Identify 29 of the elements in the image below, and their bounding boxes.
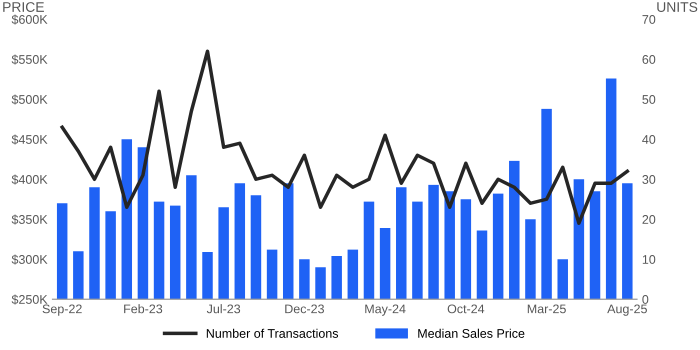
legend-label: Median Sales Price [418, 328, 524, 338]
y-tick-label: $300K [12, 254, 48, 265]
y-axis-title: PRICE [3, 2, 44, 12]
y2-axis-title: UNITS [657, 2, 698, 12]
x-tick-label: Sep-22 [42, 304, 82, 316]
line-series [60, 50, 630, 225]
y2-tick-label: 20 [642, 215, 656, 224]
y2-tick-label: 70 [642, 15, 656, 24]
x-tick-label: Feb-23 [124, 304, 162, 314]
x-tick-label: Oct-24 [448, 304, 484, 314]
x-tick-label: May-24 [365, 304, 406, 316]
y2-tick-label: 60 [642, 55, 656, 64]
legend-label: Number of Transactions [206, 328, 338, 338]
y2-tick-label: 0 [642, 295, 648, 304]
x-tick-label: Aug-25 [607, 304, 647, 316]
y-tick-label: $550K [12, 54, 48, 65]
y-tick-label: $250K [12, 294, 48, 305]
y2-tick-label: 30 [642, 175, 656, 184]
y-tick-label: $600K [12, 14, 48, 25]
y2-tick-label: 10 [642, 255, 656, 264]
y-tick-label: $450K [12, 134, 48, 145]
y2-tick-label: 40 [642, 135, 656, 144]
x-tick-label: Jul-23 [206, 304, 240, 314]
y-tick-label: $500K [12, 94, 48, 105]
y2-tick-label: 50 [642, 95, 656, 104]
x-tick-label: Dec-23 [285, 304, 324, 314]
y-tick-label: $350K [12, 214, 48, 225]
y-tick-label: $400K [12, 174, 48, 185]
x-tick-label: Mar-25 [528, 304, 566, 314]
